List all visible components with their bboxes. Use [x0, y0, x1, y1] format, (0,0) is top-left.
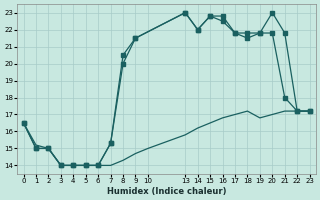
X-axis label: Humidex (Indice chaleur): Humidex (Indice chaleur): [107, 187, 226, 196]
